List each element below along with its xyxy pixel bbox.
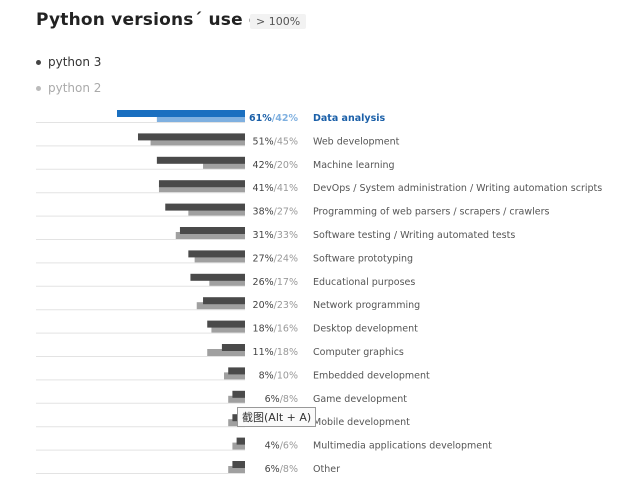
category-label: Educational purposes: [313, 277, 415, 288]
value-label: 11%/18%: [253, 347, 298, 358]
bar-python3: [137, 133, 245, 141]
bar-python2: [194, 255, 245, 263]
value-label: 8%/10%: [259, 370, 298, 381]
value-label: 42%/20%: [253, 160, 298, 171]
bar-python2: [158, 185, 245, 193]
bar-python2: [156, 115, 245, 122]
category-label: Multimedia applications development: [313, 441, 492, 452]
value-label: 26%/17%: [253, 277, 298, 288]
bar-python2: [232, 442, 245, 450]
value-label: 38%/27%: [253, 207, 298, 218]
value-label: 31%/33%: [253, 230, 298, 241]
bar-python2: [175, 232, 245, 239]
legend-python2[interactable]: python 2: [36, 81, 101, 95]
legend-python3[interactable]: python 3: [36, 55, 101, 69]
category-label: Data analysis: [313, 113, 386, 124]
bar-python2: [228, 466, 245, 473]
category-label: Desktop development: [313, 324, 418, 335]
value-label: 6%/8%: [265, 464, 298, 475]
bar-python3: [158, 180, 245, 188]
value-label: 6%/8%: [265, 394, 298, 405]
value-label: 41%/41%: [253, 183, 298, 194]
percent-filter-badge[interactable]: > 100%: [250, 14, 307, 29]
bar-python3: [207, 320, 245, 328]
bar-python2: [196, 302, 245, 310]
value-label: 61%/42%: [249, 113, 298, 124]
bar-python2: [207, 349, 245, 356]
value-label: 51%/45%: [253, 136, 298, 147]
bar-python2: [224, 372, 245, 380]
category-label: Embedded development: [313, 370, 430, 381]
legend-dot-python2: [36, 85, 41, 91]
screenshot-tooltip: 截图(Alt + A): [237, 407, 317, 427]
bar-python3: [221, 344, 245, 351]
category-label: Game development: [313, 394, 407, 405]
bar-python3: [203, 297, 245, 305]
bar-python2: [203, 161, 245, 169]
bar-python3: [190, 273, 245, 281]
bar-python2: [228, 395, 245, 403]
value-label: 4%/6%: [265, 441, 298, 452]
value-label: 18%/16%: [253, 324, 298, 335]
bar-python2: [228, 419, 245, 427]
bar-python2: [188, 208, 245, 216]
legend-label-python3: python 3: [48, 55, 102, 69]
category-label: Computer graphics: [313, 347, 404, 358]
value-label: 27%/24%: [253, 253, 298, 264]
value-label: 20%/23%: [253, 300, 298, 311]
category-label: Programming of web parsers / scrapers / …: [313, 207, 550, 218]
legend-label-python2: python 2: [48, 81, 102, 95]
bar-python3: [236, 437, 245, 445]
category-label: Mobile development: [313, 417, 410, 428]
bar-python3: [179, 227, 245, 234]
legend-dot-python3: [36, 59, 41, 65]
category-label: Network programming: [313, 300, 420, 311]
category-label: Software prototyping: [313, 253, 413, 264]
bar-python2: [211, 325, 245, 333]
category-label: Web development: [313, 136, 400, 147]
category-label: Other: [313, 464, 340, 475]
bar-python2: [150, 138, 245, 146]
category-label: Software testing / Writing automated tes…: [313, 230, 515, 241]
bar-python3: [232, 461, 245, 468]
bar-python3: [232, 390, 245, 398]
bar-python3: [156, 156, 245, 164]
page-title: Python versions´ use cases: [36, 10, 304, 30]
bar-python3: [228, 367, 245, 375]
category-label: DevOps / System administration / Writing…: [313, 183, 602, 194]
bar-python3: [117, 110, 245, 117]
bar-python3: [188, 250, 245, 258]
category-label: Machine learning: [313, 160, 395, 171]
bar-python2: [209, 278, 245, 286]
bar-python3: [165, 203, 245, 211]
